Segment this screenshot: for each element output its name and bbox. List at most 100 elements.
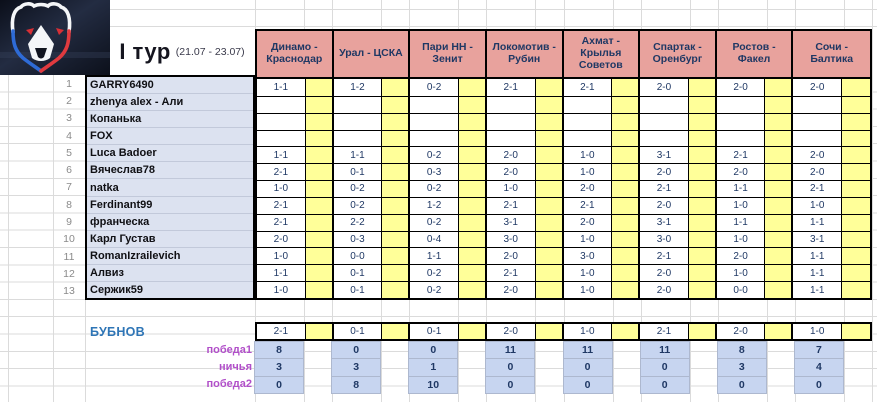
prediction-cell[interactable] [257,95,306,113]
prediction-cell[interactable] [640,95,689,113]
prediction-cell[interactable]: 2-0 [486,247,536,265]
prediction-cell[interactable]: 2-0 [793,79,843,96]
points-cell[interactable] [535,163,564,181]
points-cell[interactable] [612,112,641,130]
prediction-cell[interactable] [333,129,383,147]
stat-value-cell[interactable]: 0 [639,358,690,377]
prediction-cell[interactable] [793,95,843,113]
stat-value-cell[interactable]: 8 [716,341,767,360]
prediction-cell[interactable] [257,129,306,147]
prediction-cell[interactable] [486,112,536,130]
prediction-cell[interactable]: 1-0 [563,264,613,282]
points-cell[interactable] [305,163,334,181]
prediction-cell[interactable] [716,112,766,130]
stat-label[interactable]: победа1 [206,343,253,356]
prediction-cell[interactable]: 2-0 [640,196,689,214]
points-cell[interactable] [688,79,717,96]
points-cell[interactable] [305,129,334,147]
points-cell[interactable] [842,230,870,248]
prediction-cell[interactable]: 2-0 [716,247,766,265]
prediction-cell[interactable]: 2-0 [486,146,536,164]
player-name-cell[interactable]: RomanIzrailevich [87,248,253,265]
points-cell[interactable] [535,264,564,282]
points-cell[interactable] [305,230,334,248]
player-name-cell[interactable]: FOX [87,128,253,146]
prediction-cell[interactable]: 1-0 [563,146,613,164]
prediction-cell[interactable]: 2-1 [563,196,613,214]
points-cell[interactable] [612,230,641,248]
points-cell[interactable] [382,230,411,248]
prediction-cell[interactable]: 0-2 [410,180,459,197]
points-cell[interactable] [688,180,717,197]
points-cell[interactable] [765,95,794,113]
points-cell[interactable] [305,79,334,96]
points-cell[interactable] [305,213,334,231]
match-header-cell[interactable]: Спартак - Оренбург [640,31,717,77]
stat-value-cell[interactable]: 10 [408,375,459,394]
prediction-cell[interactable]: 0-1 [333,163,383,181]
points-cell[interactable] [382,264,411,282]
prediction-cell[interactable] [410,95,459,113]
points-cell[interactable] [305,281,334,298]
prediction-cell[interactable]: 2-0 [716,163,766,181]
points-cell[interactable] [688,146,717,164]
prediction-cell[interactable] [716,95,766,113]
row-number[interactable]: 3 [66,112,72,125]
prediction-cell[interactable]: 2-0 [486,163,536,181]
points-cell[interactable] [612,247,641,265]
points-cell[interactable] [688,264,717,282]
points-cell[interactable] [382,146,411,164]
bubnov-points-cell[interactable] [765,324,794,339]
prediction-cell[interactable]: 1-1 [793,281,843,298]
prediction-cell[interactable]: 1-0 [716,264,766,282]
match-header-cell[interactable]: Локомотив - Рубин [486,31,564,77]
prediction-cell[interactable]: 2-0 [640,281,689,298]
match-header-cell[interactable]: Ахмат - Крылья Советов [563,31,641,77]
points-cell[interactable] [535,146,564,164]
prediction-cell[interactable]: 2-0 [640,264,689,282]
points-cell[interactable] [688,112,717,130]
points-cell[interactable] [688,281,717,298]
points-cell[interactable] [765,230,794,248]
points-cell[interactable] [842,129,870,147]
points-cell[interactable] [305,95,334,113]
row-number[interactable]: 7 [66,181,72,194]
prediction-cell[interactable]: 0-2 [410,264,459,282]
points-cell[interactable] [382,281,411,298]
prediction-cell[interactable]: 3-0 [486,230,536,248]
prediction-cell[interactable]: 1-1 [257,146,306,164]
prediction-cell[interactable] [640,112,689,130]
stat-value-cell[interactable]: 0 [408,341,459,360]
prediction-cell[interactable] [793,112,843,130]
stat-value-cell[interactable]: 0 [562,358,613,377]
points-cell[interactable] [765,213,794,231]
bubnov-points-cell[interactable] [458,324,487,339]
prediction-cell[interactable]: 0-2 [333,196,383,214]
points-cell[interactable] [765,112,794,130]
points-cell[interactable] [842,95,870,113]
bubnov-prediction-cell[interactable]: 0-1 [333,324,383,339]
stat-value-cell[interactable]: 0 [562,375,613,394]
points-cell[interactable] [842,146,870,164]
points-cell[interactable] [612,180,641,197]
points-cell[interactable] [382,196,411,214]
bubnov-prediction-cell[interactable]: 2-0 [716,324,766,339]
bubnov-points-cell[interactable] [382,324,411,339]
points-cell[interactable] [688,213,717,231]
prediction-cell[interactable]: 1-1 [410,247,459,265]
prediction-cell[interactable]: 0-1 [333,281,383,298]
points-cell[interactable] [612,264,641,282]
prediction-cell[interactable]: 2-0 [716,79,766,96]
points-cell[interactable] [688,95,717,113]
stat-label[interactable]: ничья [219,360,252,373]
player-name-cell[interactable]: natka [87,179,253,197]
match-header-cell[interactable]: Динамо - Краснодар [257,31,334,77]
points-cell[interactable] [458,180,487,197]
points-cell[interactable] [535,79,564,96]
points-cell[interactable] [765,79,794,96]
prediction-cell[interactable] [563,95,613,113]
player-name-cell[interactable]: Алвиз [87,265,253,282]
prediction-cell[interactable]: 2-0 [640,79,689,96]
prediction-cell[interactable]: 1-0 [257,247,306,265]
prediction-cell[interactable]: 2-0 [793,163,843,181]
